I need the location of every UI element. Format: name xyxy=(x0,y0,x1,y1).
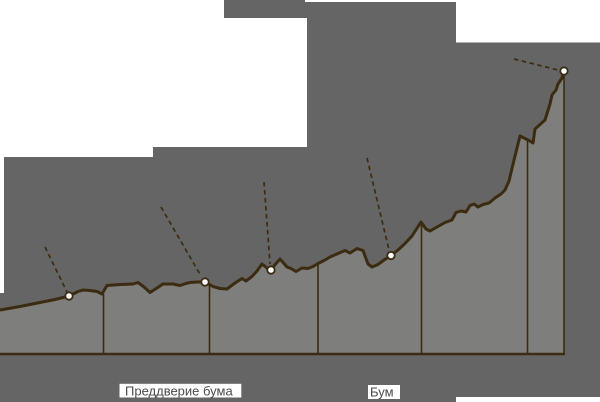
svg-text:Преддверие бума: Преддверие бума xyxy=(125,384,233,399)
svg-text:Бум: Бум xyxy=(370,384,394,399)
